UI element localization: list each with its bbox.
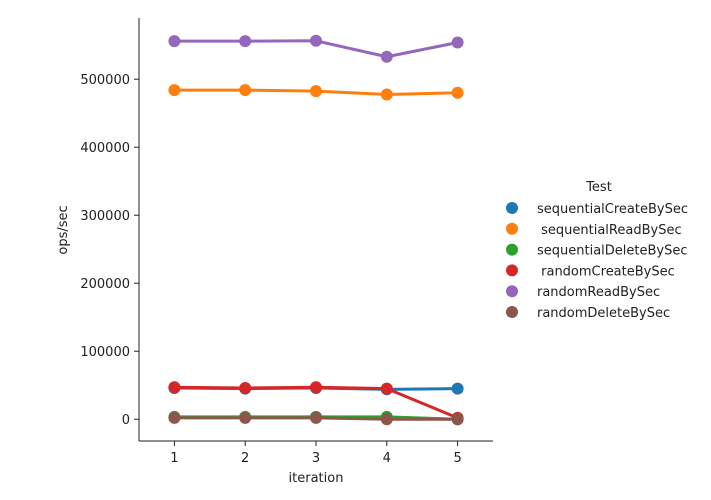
data-point bbox=[239, 84, 252, 97]
series-5 bbox=[168, 411, 464, 426]
data-point bbox=[451, 413, 464, 426]
data-point bbox=[380, 382, 393, 395]
x-ticks: 1 2 3 4 5 bbox=[170, 441, 462, 466]
axes bbox=[138, 18, 493, 442]
data-point bbox=[168, 411, 181, 424]
data-point bbox=[310, 85, 322, 98]
legend-label: randomCreateBySec bbox=[537, 264, 675, 279]
y-tick-label: 400000 bbox=[80, 141, 130, 156]
y-axis-title: ops/sec bbox=[56, 205, 71, 254]
y-tick-label: 500000 bbox=[80, 73, 130, 88]
series-layer bbox=[168, 34, 464, 426]
data-point bbox=[310, 381, 322, 394]
y-tick-label: 200000 bbox=[80, 277, 130, 292]
legend-label: sequentialDeleteBySec bbox=[537, 244, 688, 259]
series-1 bbox=[168, 84, 464, 101]
y-ticks: 0 100000 200000 300000 400000 500000 bbox=[80, 73, 139, 428]
x-tick-label: 4 bbox=[383, 451, 391, 466]
legend-label: sequentialReadBySec bbox=[537, 223, 682, 238]
legend-label: sequentialCreateBySec bbox=[537, 202, 688, 217]
legend: Test sequentialCreateBySec sequentialRea… bbox=[506, 180, 688, 321]
data-point bbox=[451, 86, 464, 99]
series-4 bbox=[168, 34, 464, 63]
data-point bbox=[239, 35, 252, 48]
legend-marker bbox=[506, 264, 518, 277]
data-point bbox=[168, 381, 181, 394]
y-tick-label: 300000 bbox=[80, 209, 130, 224]
y-tick-label: 100000 bbox=[80, 345, 130, 360]
data-point bbox=[310, 411, 322, 424]
legend-label: randomDeleteBySec bbox=[537, 306, 670, 321]
data-point bbox=[380, 413, 393, 426]
legend-marker bbox=[506, 202, 518, 214]
data-point bbox=[451, 36, 464, 49]
legend-marker bbox=[506, 306, 518, 318]
x-tick-label: 3 bbox=[312, 451, 320, 466]
data-point bbox=[168, 84, 181, 97]
data-point bbox=[451, 382, 464, 395]
data-point bbox=[380, 50, 393, 63]
data-point bbox=[239, 381, 252, 394]
legend-marker bbox=[506, 222, 518, 235]
legend-marker bbox=[506, 285, 518, 298]
legend-title: Test bbox=[585, 180, 612, 195]
data-point bbox=[239, 411, 252, 424]
legend-items: sequentialCreateBySec sequentialReadBySe… bbox=[506, 202, 688, 321]
x-tick-label: 2 bbox=[241, 451, 249, 466]
x-tick-label: 5 bbox=[453, 451, 461, 466]
legend-label: randomReadBySec bbox=[537, 285, 660, 300]
y-tick-label: 0 bbox=[122, 413, 130, 428]
data-point bbox=[168, 35, 181, 48]
legend-marker bbox=[506, 243, 518, 256]
x-tick-label: 1 bbox=[170, 451, 178, 466]
data-point bbox=[310, 34, 322, 47]
x-axis-title: iteration bbox=[289, 471, 344, 486]
data-point bbox=[380, 88, 393, 101]
